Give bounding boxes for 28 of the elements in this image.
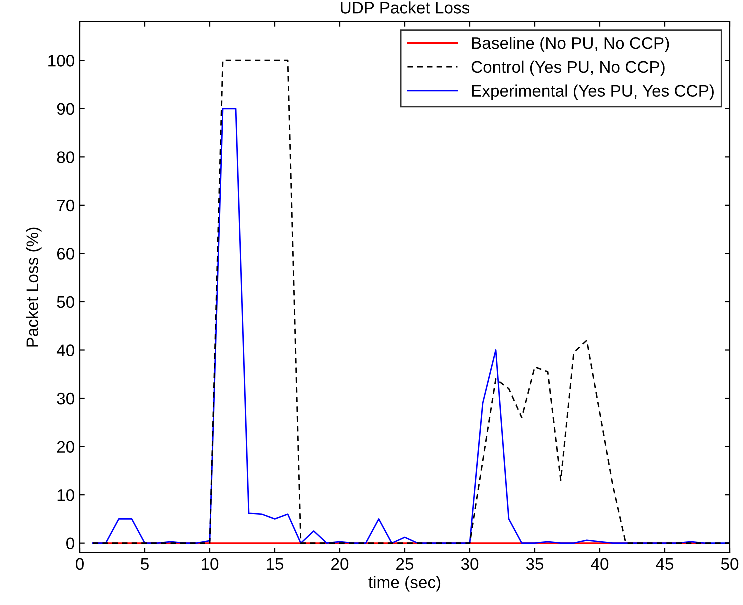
x-tick-label: 40 — [591, 558, 609, 570]
legend-label: Baseline (No PU, No CCP) — [472, 37, 670, 53]
x-tick-label: 5 — [141, 558, 149, 570]
x-tick-label: 25 — [396, 558, 414, 570]
y-tick-label: 100 — [48, 55, 74, 67]
y-tick-label: 30 — [57, 392, 74, 405]
legend-label: Control (Yes PU, No CCP) — [472, 60, 665, 76]
x-tick-label: 20 — [332, 558, 349, 570]
chart-title: UDP Packet Loss — [341, 2, 470, 14]
x-axis-title: time (sec) — [368, 576, 441, 592]
y-tick-label: 0 — [66, 538, 74, 550]
x-tick-label: 30 — [461, 558, 479, 570]
x-tick-label: 35 — [526, 558, 544, 570]
y-tick-label: 10 — [58, 489, 74, 502]
y-axis-title: Packet Loss (%) — [26, 228, 42, 347]
y-tick-label: 60 — [57, 248, 74, 260]
x-tick-label: 45 — [656, 558, 674, 570]
y-tick-label: 40 — [56, 344, 74, 356]
y-tick-label: 70 — [57, 200, 74, 212]
x-tick-label: 50 — [721, 558, 739, 570]
x-tick-label: 10 — [202, 558, 219, 570]
x-tick-label: 0 — [76, 558, 84, 570]
y-tick-label: 50 — [57, 296, 74, 308]
y-tick-label: 90 — [57, 103, 74, 116]
y-tick-label: 80 — [57, 152, 74, 164]
x-tick-label: 15 — [267, 558, 284, 570]
y-tick-label: 20 — [57, 441, 74, 454]
legend-label: Experimental (Yes PU, Yes CCP) — [472, 84, 714, 100]
